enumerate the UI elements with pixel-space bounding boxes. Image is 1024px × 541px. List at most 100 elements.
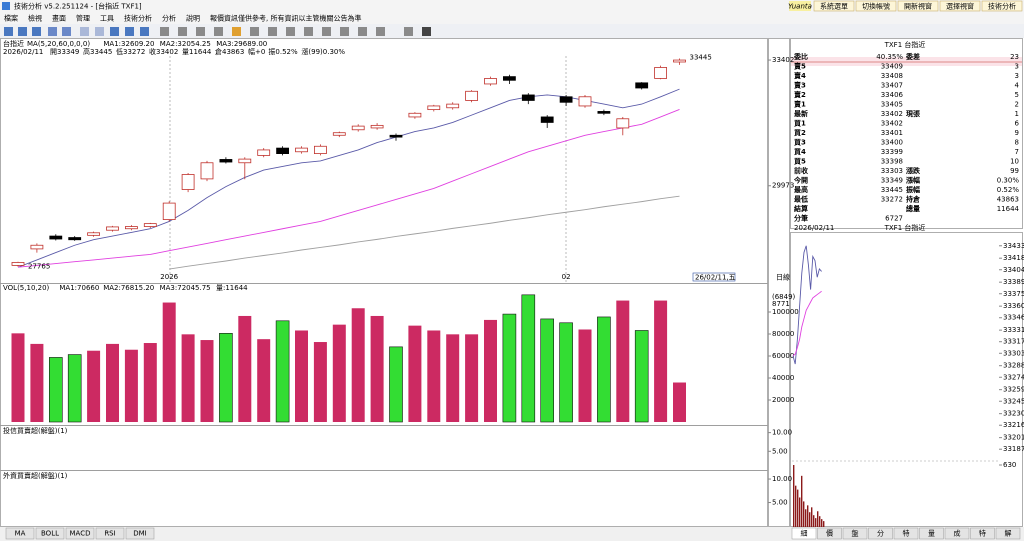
quote-label: 最低 bbox=[794, 195, 808, 204]
tool-icon[interactable] bbox=[140, 27, 149, 36]
top-button[interactable] bbox=[939, 0, 981, 12]
y-tick-label: 80000 bbox=[772, 330, 794, 338]
tool-icon[interactable] bbox=[250, 27, 259, 36]
tool-icon[interactable] bbox=[268, 27, 277, 36]
quote-value: 33405 bbox=[881, 101, 903, 109]
quote-label: 委比 bbox=[793, 52, 808, 61]
quote-label: 結算 bbox=[794, 204, 808, 213]
candle-body bbox=[313, 145, 327, 155]
tick-bar bbox=[811, 507, 813, 527]
intraday-panel bbox=[790, 232, 1023, 527]
candle-body bbox=[635, 82, 649, 89]
quote-label: 振幅 bbox=[906, 185, 920, 194]
tool-icon[interactable] bbox=[404, 27, 413, 36]
tab[interactable] bbox=[919, 527, 944, 540]
tool-icon[interactable] bbox=[304, 27, 313, 36]
tool-icon[interactable] bbox=[422, 27, 431, 36]
tab[interactable] bbox=[35, 527, 65, 540]
quote-value: 3 bbox=[1015, 63, 1019, 71]
ma-line bbox=[17, 109, 680, 268]
vol-ma-label: MA3:72045.75 bbox=[160, 284, 211, 292]
top-button[interactable] bbox=[981, 0, 1023, 12]
tool-icon[interactable] bbox=[358, 27, 367, 36]
tick-bar bbox=[793, 465, 795, 527]
y-tick-label: 33331 bbox=[1003, 326, 1024, 334]
volume-bar bbox=[634, 330, 649, 423]
candle-body bbox=[276, 147, 290, 155]
quote-value: 33399 bbox=[881, 148, 903, 156]
tool-icon[interactable] bbox=[4, 27, 13, 36]
tab-label: 特 bbox=[979, 529, 986, 538]
quote-date: 2026/02/11 bbox=[794, 224, 834, 232]
tab[interactable] bbox=[65, 527, 95, 540]
tool-icon[interactable] bbox=[232, 27, 241, 36]
tool-icon[interactable] bbox=[80, 27, 89, 36]
candle-body bbox=[502, 76, 516, 81]
quote-value: 7 bbox=[1015, 148, 1019, 156]
top-button[interactable] bbox=[897, 0, 939, 12]
top-button[interactable] bbox=[855, 0, 897, 12]
brand: Yuanta bbox=[788, 3, 812, 11]
tool-icon[interactable] bbox=[160, 27, 169, 36]
y-tick-label: 33274 bbox=[1003, 373, 1024, 381]
tab[interactable] bbox=[95, 527, 125, 540]
y-tick-label: 33402 bbox=[772, 56, 794, 64]
y-tick-label: 33418 bbox=[1003, 254, 1024, 262]
top-button[interactable] bbox=[813, 0, 855, 12]
tab[interactable] bbox=[791, 527, 817, 540]
tab[interactable] bbox=[893, 527, 919, 540]
x-tick-label: 2026 bbox=[160, 273, 178, 281]
tab-label: 特 bbox=[903, 529, 910, 538]
y-tick-label: 20000 bbox=[772, 396, 794, 404]
candle-body bbox=[673, 59, 686, 63]
candle-body bbox=[332, 132, 346, 136]
quote-value: 33272 bbox=[881, 196, 903, 204]
volume-bar bbox=[181, 334, 195, 422]
tool-icon[interactable] bbox=[322, 27, 331, 36]
tab[interactable] bbox=[5, 527, 35, 540]
tab[interactable] bbox=[995, 527, 1021, 540]
tool-icon[interactable] bbox=[32, 27, 41, 36]
volume-bar bbox=[124, 349, 138, 422]
tab[interactable] bbox=[868, 527, 893, 540]
y-tick-label: 33404 bbox=[1003, 266, 1024, 274]
volume-bar bbox=[521, 294, 536, 423]
tab-label: DMI bbox=[133, 530, 147, 538]
tick-bar bbox=[803, 501, 805, 527]
y-tick-label: 630 bbox=[1003, 461, 1016, 469]
toolbar-icons bbox=[4, 27, 431, 36]
tab[interactable] bbox=[944, 527, 970, 540]
tab[interactable] bbox=[970, 527, 995, 540]
quote-value: 40.35% bbox=[876, 53, 903, 61]
y-tick-label: 29973 bbox=[772, 182, 794, 190]
tool-icon[interactable] bbox=[62, 27, 71, 36]
tool-icon[interactable] bbox=[18, 27, 27, 36]
foreign-panel bbox=[0, 470, 768, 527]
tab-label: 細 bbox=[801, 529, 808, 538]
tool-icon[interactable] bbox=[95, 27, 104, 36]
quote-value: 43863 bbox=[997, 196, 1019, 204]
tab[interactable] bbox=[842, 527, 868, 540]
y-tick-label: 5.00 bbox=[772, 447, 788, 455]
tab-label: BOLL bbox=[41, 530, 59, 538]
volume-bar bbox=[106, 343, 119, 422]
tool-icon[interactable] bbox=[178, 27, 187, 36]
quote-value: 33409 bbox=[881, 63, 903, 71]
tab-label: MACD bbox=[70, 530, 91, 538]
tool-icon[interactable] bbox=[196, 27, 205, 36]
tool-icon[interactable] bbox=[214, 27, 223, 36]
ohlc-value: 振0.52% bbox=[268, 47, 298, 56]
quote-label: 最新 bbox=[794, 109, 808, 118]
tab[interactable] bbox=[125, 527, 155, 540]
tab[interactable] bbox=[817, 527, 842, 540]
volume-bar bbox=[162, 302, 176, 422]
quote-symbol: TXF1 台指近 bbox=[884, 223, 926, 232]
tick-bar bbox=[813, 515, 815, 527]
tool-icon[interactable] bbox=[376, 27, 385, 36]
volume-bar bbox=[484, 319, 497, 422]
tool-icon[interactable] bbox=[48, 27, 57, 36]
tool-icon[interactable] bbox=[125, 27, 134, 36]
tool-icon[interactable] bbox=[340, 27, 349, 36]
tool-icon[interactable] bbox=[110, 27, 119, 36]
tool-icon[interactable] bbox=[286, 27, 295, 36]
